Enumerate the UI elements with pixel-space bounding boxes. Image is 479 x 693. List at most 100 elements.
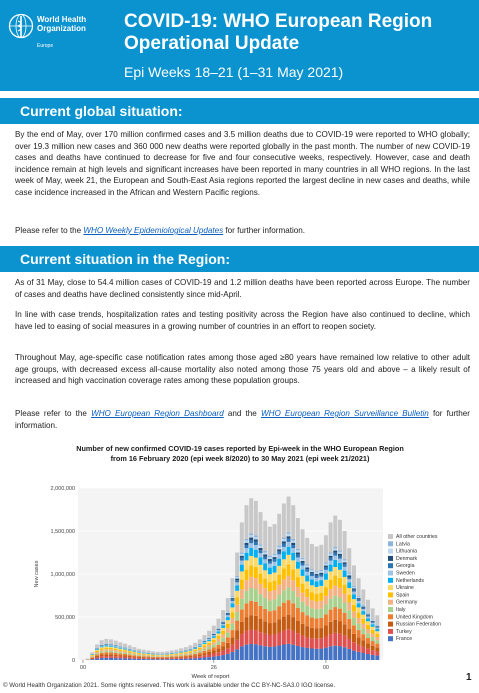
bar-segment xyxy=(309,569,314,571)
bar-segment xyxy=(179,652,184,654)
bar-segment xyxy=(249,555,254,566)
bar-segment xyxy=(202,641,207,643)
bar-segment xyxy=(188,653,193,655)
bar-segment xyxy=(188,658,193,660)
bar-segment xyxy=(365,614,370,616)
bar-segment xyxy=(165,656,170,657)
bar-segment xyxy=(239,589,244,599)
legend-label: Georgia xyxy=(396,563,415,569)
bar-segment xyxy=(291,644,296,660)
bar-segment xyxy=(169,655,174,657)
bar-segment xyxy=(216,635,221,639)
bar-segment xyxy=(207,644,212,647)
bar-segment xyxy=(141,649,146,652)
bar-segment xyxy=(137,657,142,659)
bar-segment xyxy=(179,653,184,655)
bar-segment xyxy=(263,520,268,552)
bar-segment xyxy=(225,614,230,616)
bar-segment xyxy=(263,559,268,564)
bar-segment xyxy=(267,555,272,558)
bar-segment xyxy=(197,646,202,648)
bar-segment xyxy=(99,648,104,650)
bar-segment xyxy=(351,650,356,660)
bar-segment xyxy=(225,620,230,624)
bar-segment xyxy=(267,557,272,560)
bar-segment xyxy=(109,645,113,647)
weekly-epi-updates-link[interactable]: WHO Weekly Epidemiological Updates xyxy=(83,226,224,235)
bar-segment xyxy=(347,602,352,611)
bar-segment xyxy=(300,647,305,660)
bar-segment xyxy=(151,657,156,659)
x-tick-label: 26 xyxy=(211,665,217,671)
header-banner: World Health Organization Europe COVID-1… xyxy=(0,0,479,91)
bar-segment xyxy=(141,656,146,658)
bar-segment xyxy=(305,597,310,606)
bar-segment xyxy=(244,542,249,546)
bar-segment xyxy=(356,644,361,652)
bar-segment xyxy=(151,651,156,654)
bar-segment xyxy=(342,566,347,571)
bar-segment xyxy=(211,635,216,637)
bar-segment xyxy=(239,579,244,590)
bar-segment xyxy=(239,598,244,610)
bar-segment xyxy=(225,617,230,621)
legend-label: Ukraine xyxy=(396,585,414,591)
chart-title-line2: from 16 February 2020 (epi week 8/2020) … xyxy=(110,454,370,463)
bar-segment xyxy=(188,650,193,652)
surveillance-bulletin-link[interactable]: WHO European Region Surveillance Bulleti… xyxy=(260,409,429,418)
region-dashboard-link[interactable]: WHO European Region Dashboard xyxy=(91,409,224,418)
bar-segment xyxy=(160,655,165,656)
global-paragraph-1: By the end of May, over 170 million conf… xyxy=(15,130,470,197)
bar-segment xyxy=(337,646,342,660)
bar-segment xyxy=(239,621,244,635)
legend-swatch xyxy=(388,541,393,547)
bar-segment xyxy=(309,592,314,601)
bar-segment xyxy=(286,554,291,565)
bar-segment xyxy=(361,606,366,608)
bar-segment xyxy=(249,543,254,548)
bar-segment xyxy=(165,658,170,660)
bar-segment xyxy=(337,562,342,570)
bar-segment xyxy=(207,638,212,640)
bar-segment xyxy=(314,546,319,572)
bar-segment xyxy=(309,572,314,574)
bar-segment xyxy=(305,565,310,568)
region-p4-pre: Please refer to the xyxy=(15,409,92,418)
bar-segment xyxy=(309,600,314,609)
bar-segment xyxy=(314,628,319,639)
bar-segment xyxy=(104,650,109,653)
bar-segment xyxy=(356,612,361,618)
bar-segment xyxy=(221,655,226,660)
bar-segment xyxy=(272,590,277,600)
bar-segment xyxy=(309,638,314,649)
legend-swatch xyxy=(388,599,393,605)
bar-segment xyxy=(291,548,296,553)
bar-segment xyxy=(99,649,104,652)
bar-segment xyxy=(286,575,291,588)
bar-segment xyxy=(169,653,174,655)
bar-segment xyxy=(351,594,356,600)
bar-segment xyxy=(207,641,212,643)
bar-segment xyxy=(281,541,286,544)
bar-segment xyxy=(193,642,198,647)
bar-segment xyxy=(165,655,170,657)
bar-segment xyxy=(361,623,366,629)
bar-segment xyxy=(375,631,380,634)
bar-segment xyxy=(272,646,277,660)
bar-segment xyxy=(123,654,128,656)
bar-segment xyxy=(160,658,165,660)
bar-segment xyxy=(258,594,263,606)
bar-segment xyxy=(235,620,240,631)
bar-segment xyxy=(95,653,99,655)
bar-segment xyxy=(221,646,226,651)
bar-segment xyxy=(314,577,319,582)
bar-segment xyxy=(309,573,314,577)
bar-segment xyxy=(323,567,328,570)
bar-segment xyxy=(328,646,333,660)
bar-segment xyxy=(356,617,361,624)
bar-segment xyxy=(221,622,226,623)
bar-segment xyxy=(375,626,380,628)
bar-segment xyxy=(95,644,99,648)
bar-segment xyxy=(244,538,249,541)
bar-segment xyxy=(123,655,128,657)
